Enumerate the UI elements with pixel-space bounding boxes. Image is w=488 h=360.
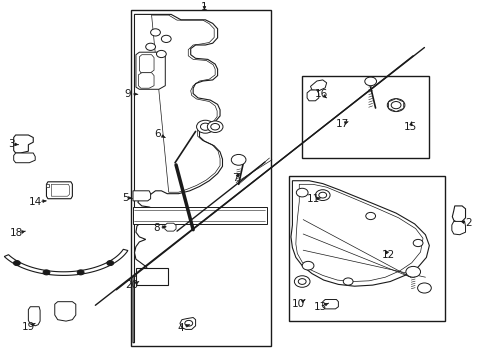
Polygon shape xyxy=(387,99,403,112)
Circle shape xyxy=(184,320,192,326)
Text: 10: 10 xyxy=(291,299,304,309)
Polygon shape xyxy=(136,52,165,89)
Polygon shape xyxy=(451,206,465,222)
Circle shape xyxy=(161,35,171,42)
Polygon shape xyxy=(133,207,266,224)
Polygon shape xyxy=(46,184,49,187)
Bar xyxy=(302,76,428,158)
Bar xyxy=(131,10,271,346)
Circle shape xyxy=(294,276,309,287)
Circle shape xyxy=(106,261,113,266)
Polygon shape xyxy=(133,191,150,201)
Text: 12: 12 xyxy=(381,250,395,260)
Text: 7: 7 xyxy=(232,173,239,183)
Text: 17: 17 xyxy=(335,119,348,129)
Polygon shape xyxy=(14,135,33,153)
Circle shape xyxy=(14,261,20,266)
Polygon shape xyxy=(164,223,176,231)
Circle shape xyxy=(412,239,422,247)
Text: 2: 2 xyxy=(464,218,471,228)
Circle shape xyxy=(145,43,155,50)
Polygon shape xyxy=(322,300,338,309)
Circle shape xyxy=(343,278,352,285)
Bar xyxy=(289,176,444,321)
Text: 20: 20 xyxy=(125,280,138,290)
Polygon shape xyxy=(451,221,465,235)
Polygon shape xyxy=(4,249,128,275)
Circle shape xyxy=(231,154,245,165)
Circle shape xyxy=(386,99,404,112)
Circle shape xyxy=(390,102,400,109)
Circle shape xyxy=(298,279,305,284)
Text: 19: 19 xyxy=(21,322,35,332)
Circle shape xyxy=(210,123,219,130)
Text: 5: 5 xyxy=(122,193,128,203)
Circle shape xyxy=(364,77,376,86)
Text: 3: 3 xyxy=(8,139,15,149)
Text: 11: 11 xyxy=(305,194,319,204)
Circle shape xyxy=(77,270,84,275)
Polygon shape xyxy=(138,73,154,88)
Text: 6: 6 xyxy=(154,129,161,139)
Polygon shape xyxy=(310,80,326,91)
Polygon shape xyxy=(55,302,76,321)
Circle shape xyxy=(207,121,223,132)
Polygon shape xyxy=(28,307,40,326)
Circle shape xyxy=(405,266,420,277)
Circle shape xyxy=(365,212,375,220)
Circle shape xyxy=(302,261,313,270)
Circle shape xyxy=(196,120,214,133)
Polygon shape xyxy=(180,318,195,329)
Circle shape xyxy=(156,50,166,58)
Text: 15: 15 xyxy=(403,122,417,132)
Polygon shape xyxy=(139,55,154,73)
Text: 14: 14 xyxy=(29,197,42,207)
Circle shape xyxy=(43,270,50,275)
Text: 18: 18 xyxy=(10,228,23,238)
Text: 13: 13 xyxy=(313,302,326,312)
Polygon shape xyxy=(14,153,35,163)
Circle shape xyxy=(200,123,210,130)
Circle shape xyxy=(150,29,160,36)
Bar xyxy=(136,268,167,285)
Circle shape xyxy=(315,190,329,201)
Text: 8: 8 xyxy=(153,222,160,233)
Text: 9: 9 xyxy=(124,89,131,99)
Text: 4: 4 xyxy=(177,323,184,333)
Circle shape xyxy=(417,283,430,293)
Polygon shape xyxy=(46,182,72,199)
Polygon shape xyxy=(290,181,428,286)
Text: 1: 1 xyxy=(201,2,207,12)
Circle shape xyxy=(296,188,307,197)
Circle shape xyxy=(318,192,326,198)
Polygon shape xyxy=(306,90,318,101)
Text: 16: 16 xyxy=(314,89,328,99)
Polygon shape xyxy=(133,14,222,343)
